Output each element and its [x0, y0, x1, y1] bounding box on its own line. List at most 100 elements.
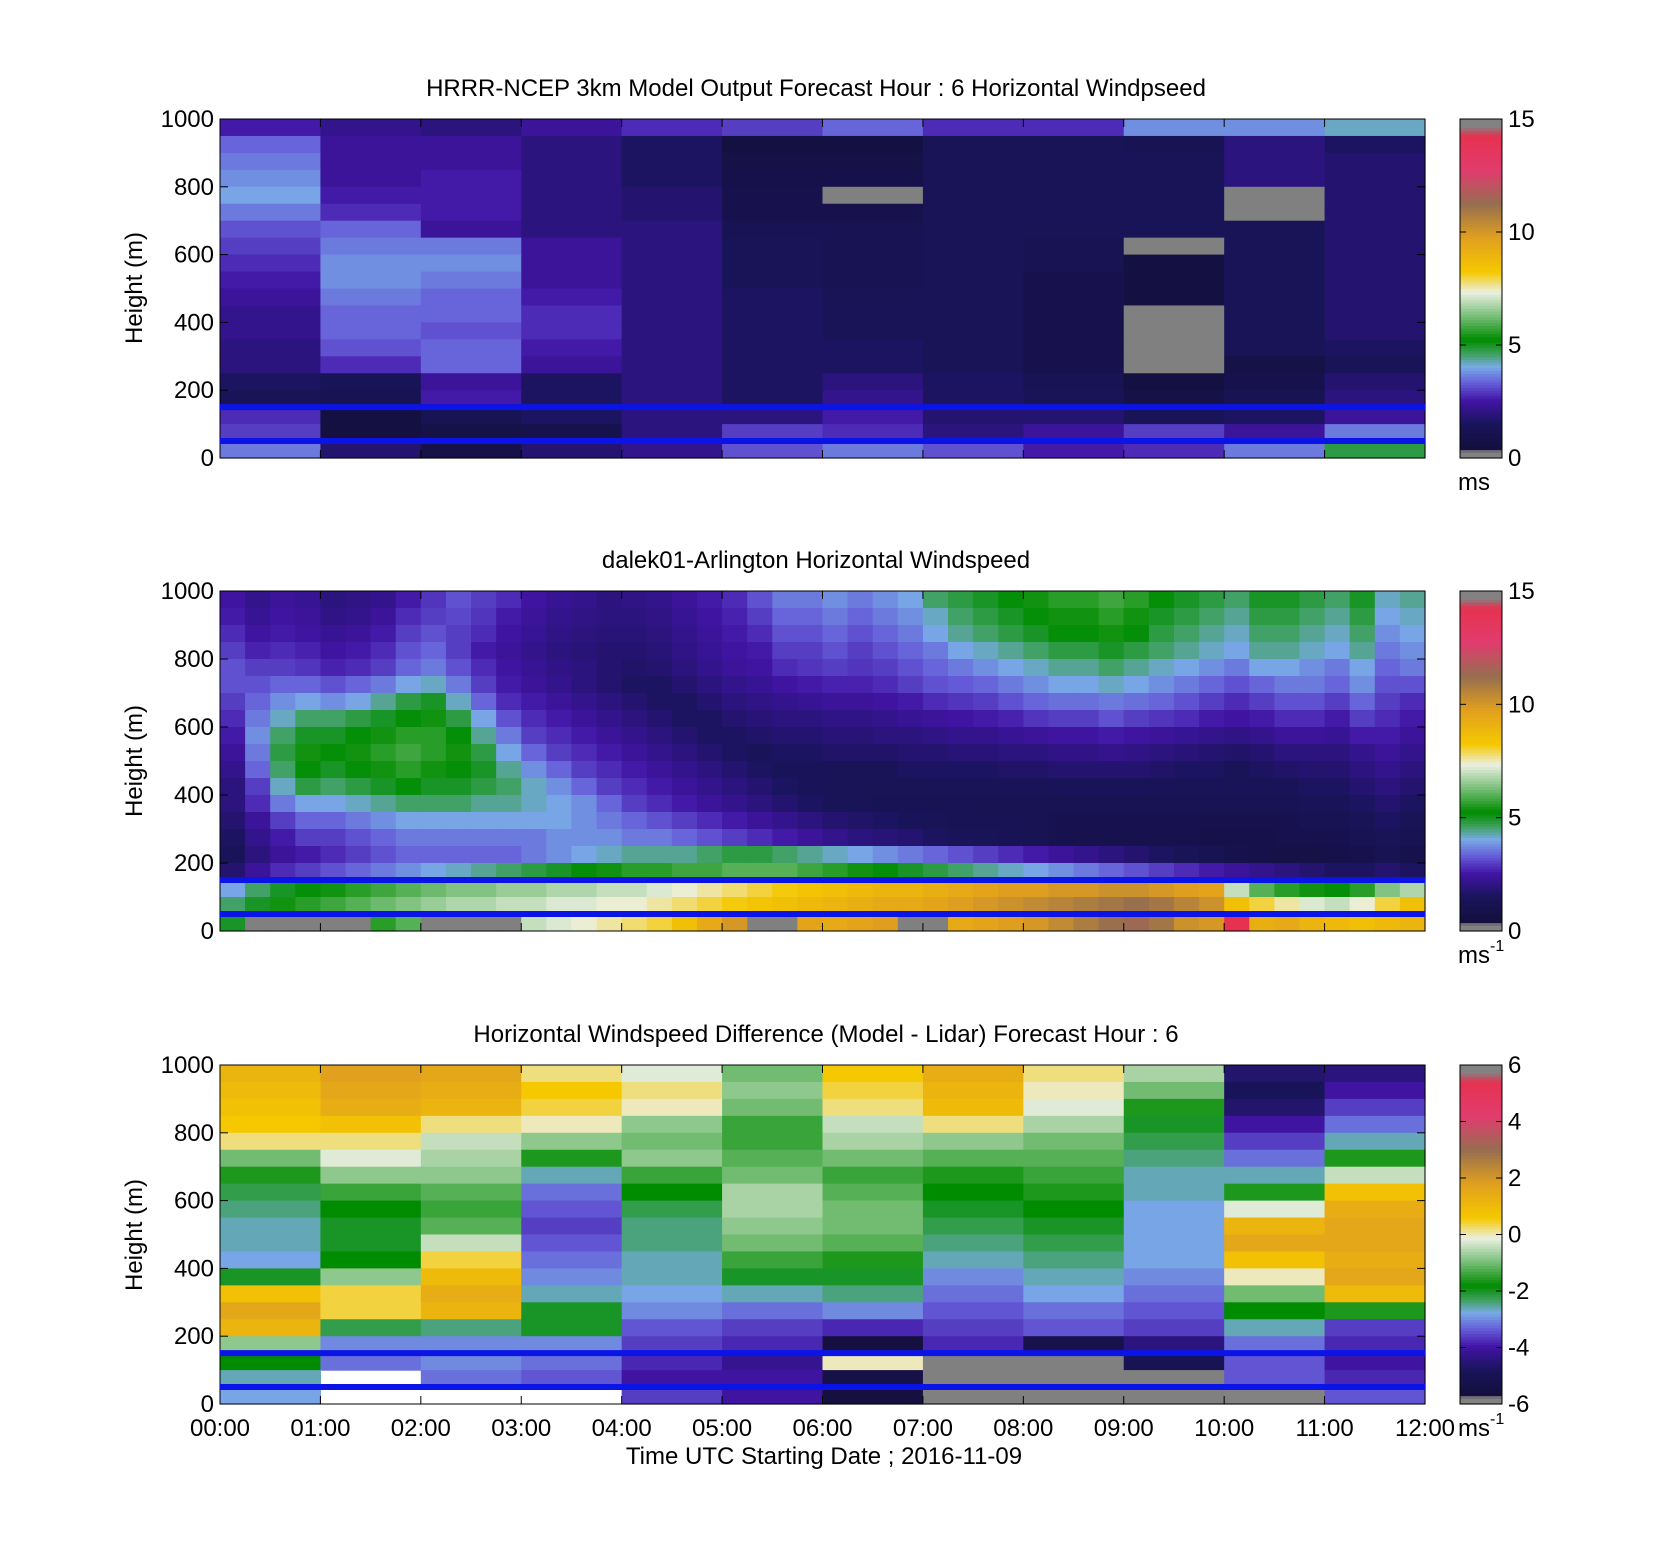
heatmap-cell — [420, 1268, 522, 1286]
heatmap-cell — [270, 829, 296, 847]
heatmap-cell — [420, 1166, 522, 1185]
heatmap-cell — [872, 795, 899, 813]
heatmap-cell — [1324, 254, 1426, 273]
heatmap-cell — [1123, 322, 1225, 340]
colorbar-segment — [1460, 602, 1502, 606]
heatmap-cell — [220, 829, 246, 847]
colorbar-segment — [1460, 1333, 1502, 1337]
heatmap-cell — [872, 659, 899, 677]
y-tick-label: 0 — [201, 918, 214, 945]
heatmap-cell — [521, 812, 547, 830]
heatmap-cell — [1048, 642, 1075, 660]
heatmap-cell — [621, 1268, 723, 1286]
panel-model: HRRR-NCEP 3km Model Output Forecast Hour… — [121, 75, 1535, 496]
colorbar-segment — [1460, 183, 1502, 188]
heatmap-cell — [872, 914, 899, 932]
heatmap-cell — [872, 608, 899, 626]
heatmap-cell — [621, 693, 648, 711]
heatmap-cell — [621, 305, 723, 323]
heatmap-cell — [420, 119, 522, 137]
heatmap-cell — [1249, 676, 1275, 694]
heatmap-cell — [1324, 659, 1351, 677]
colorbar-tick-label: 15 — [1508, 106, 1535, 133]
heatmap-cell — [320, 135, 422, 154]
heatmap-cell — [420, 220, 522, 239]
colorbar-segment — [1460, 1081, 1502, 1086]
heatmap-cell — [1199, 897, 1225, 915]
colorbar-segment — [1460, 1353, 1502, 1357]
heatmap-cell — [320, 778, 347, 796]
heatmap-cell — [621, 897, 648, 915]
heatmap-cell — [1324, 1183, 1426, 1202]
heatmap-cell — [471, 778, 497, 796]
colorbar-segment — [1460, 653, 1502, 657]
heatmap-cell — [922, 1353, 1024, 1371]
heatmap-cell — [395, 795, 422, 813]
heatmap-cell — [1224, 1268, 1326, 1286]
heatmap-cell — [722, 237, 824, 256]
heatmap-cell — [295, 659, 322, 677]
heatmap-cell — [646, 778, 673, 796]
heatmap-cell — [822, 1081, 924, 1100]
heatmap-cell — [420, 846, 447, 864]
heatmap-cell — [722, 846, 748, 864]
heatmap-cell — [1148, 880, 1175, 898]
heatmap-cell — [722, 322, 824, 340]
heatmap-cell — [1224, 1081, 1326, 1100]
heatmap-cell — [1349, 608, 1376, 626]
colorbar-segment — [1460, 1194, 1502, 1199]
heatmap-cell — [546, 676, 573, 694]
heatmap-cell — [822, 1387, 924, 1405]
heatmap-cell — [747, 608, 773, 626]
heatmap-cell — [220, 795, 246, 813]
heatmap-cell — [747, 591, 773, 609]
heatmap-cell — [571, 727, 598, 745]
heatmap-cell — [270, 710, 296, 728]
colorbar-segment — [1460, 851, 1502, 856]
heatmap-cell — [1023, 897, 1050, 915]
heatmap-cell — [445, 642, 472, 660]
heatmap-cell — [1148, 659, 1175, 677]
colorbar-segment — [1460, 364, 1502, 369]
x-axis-ticks — [219, 119, 1426, 458]
colorbar-segment — [1460, 1166, 1502, 1171]
heatmap-cell — [420, 271, 522, 290]
colorbar-segment — [1460, 1231, 1502, 1236]
colorbar-segment — [1460, 693, 1502, 697]
colorbar-segment — [1460, 1192, 1502, 1196]
colorbar-segment — [1460, 865, 1502, 870]
heatmap-cell — [872, 625, 899, 643]
heatmap-cell — [295, 744, 322, 762]
heatmap-cell — [320, 441, 422, 459]
heatmap-cell — [445, 591, 472, 609]
heatmap-cell — [295, 642, 322, 660]
heatmap-cell — [747, 812, 773, 830]
colorbar-segment — [1460, 1265, 1502, 1270]
heatmap-cell — [420, 642, 447, 660]
heatmap-cell — [220, 778, 246, 796]
heatmap-cell — [546, 625, 573, 643]
heatmap-cell — [245, 625, 271, 643]
heatmap-cell — [922, 710, 949, 728]
colorbar-segment — [1460, 384, 1502, 388]
heatmap-cell — [1023, 237, 1125, 256]
heatmap-cell — [245, 863, 271, 881]
heatmap-cell — [1249, 693, 1275, 711]
heatmap-cell — [646, 829, 673, 847]
heatmap-cell — [220, 1268, 322, 1286]
heatmap-cell — [621, 608, 648, 626]
heatmap-cell — [948, 676, 974, 694]
colorbar-segment — [1460, 260, 1502, 264]
colorbar-segment — [1460, 421, 1502, 425]
heatmap-cell — [621, 625, 648, 643]
colorbar-segment — [1460, 922, 1502, 926]
colorbar-segment — [1460, 1355, 1502, 1360]
heatmap-cell — [1249, 795, 1275, 813]
colorbar-unit: ms-1 — [1458, 1411, 1504, 1442]
heatmap-cell — [872, 897, 899, 915]
heatmap-cell — [1224, 407, 1326, 425]
heatmap-cell — [696, 591, 723, 609]
heatmap-cell — [395, 710, 422, 728]
heatmap-cell — [596, 778, 623, 796]
heatmap-cell — [1123, 710, 1150, 728]
